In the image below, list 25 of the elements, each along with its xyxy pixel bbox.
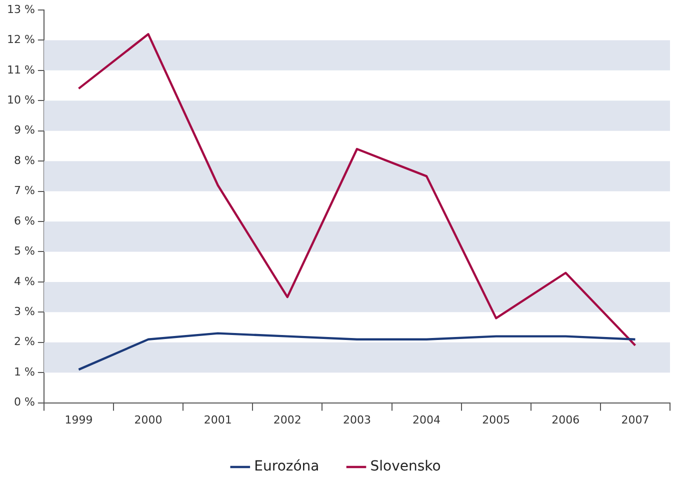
legend-label: Eurozóna xyxy=(254,458,320,475)
x-tick-label: 2006 xyxy=(552,413,580,426)
y-tick-label: 4 % xyxy=(14,274,35,288)
y-tick-label: 7 % xyxy=(14,184,35,198)
legend-label: Slovensko xyxy=(370,458,441,475)
x-tick-label: 2003 xyxy=(342,413,371,426)
y-tick-label: 13 % xyxy=(6,2,35,16)
x-tick-label: 1999 xyxy=(64,413,93,426)
y-tick-label: 5 % xyxy=(14,244,35,258)
y-tick-label: 9 % xyxy=(14,124,35,137)
y-tick-label: 11 % xyxy=(6,63,35,76)
x-tick-label: 2002 xyxy=(273,413,302,426)
y-tick-label: 3 % xyxy=(14,305,35,318)
x-tick-label: 2007 xyxy=(621,413,650,426)
y-tick-label: 8 % xyxy=(14,154,35,167)
y-tick-label: 10 % xyxy=(6,94,35,107)
y-tick-label: 0 % xyxy=(14,396,35,409)
x-tick-label: 2000 xyxy=(134,413,162,426)
x-tick-label: 2005 xyxy=(482,413,510,426)
x-tick-label: 2004 xyxy=(412,413,441,426)
x-tick-label: 2001 xyxy=(204,413,232,426)
y-tick-label: 2 % xyxy=(14,335,35,348)
y-tick-label: 12 % xyxy=(6,33,35,46)
y-tick-label: 6 % xyxy=(14,214,35,228)
y-tick-label: 1 % xyxy=(14,365,35,378)
